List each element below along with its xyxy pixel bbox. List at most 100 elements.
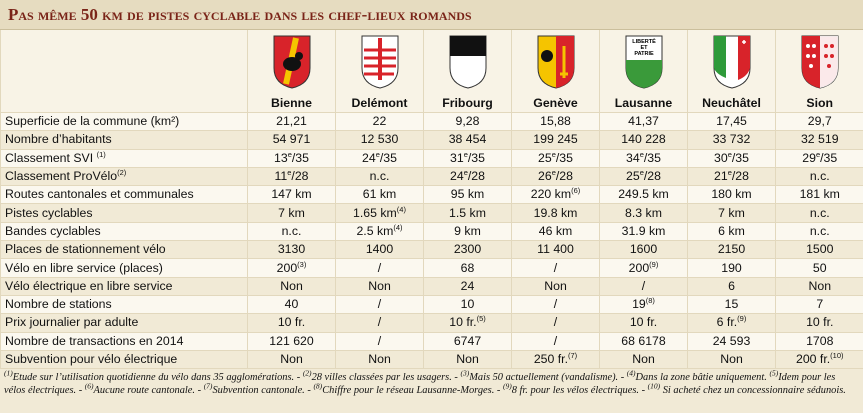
cell: 3130 xyxy=(247,240,336,260)
text: Vélo en libre service (places) xyxy=(5,260,163,275)
cell: 68 xyxy=(423,258,512,278)
text: 1.5 km xyxy=(449,205,486,220)
text: 68 xyxy=(460,260,475,275)
text: /28 xyxy=(467,169,485,184)
note-mark: (1) xyxy=(4,368,13,378)
cell: 68 6178 xyxy=(599,332,688,351)
row: Places de stationnement vélo 3130 1400 2300… xyxy=(0,240,863,260)
superscript: e xyxy=(287,149,292,159)
row: Nombre d’habitants 54 971 12 530 38 454 199 … xyxy=(0,130,863,150)
text: 1600 xyxy=(629,242,658,257)
row-label: Bandes cyclables xyxy=(0,222,248,242)
cell: 24e/35 xyxy=(335,149,424,168)
text: 25 xyxy=(626,169,640,184)
cell: 10 xyxy=(423,295,512,315)
text: 3130 xyxy=(277,242,306,257)
row: Prix journalier par adulte 10 fr./10 fr.(… xyxy=(0,313,863,333)
cell: 46 km xyxy=(511,222,600,242)
text: 29 xyxy=(802,150,816,165)
superscript: (6) xyxy=(571,186,581,196)
text: 6 fr. xyxy=(716,315,738,330)
superscript: e xyxy=(551,167,556,177)
text: 1400 xyxy=(365,242,394,257)
cell: 10 fr. xyxy=(775,313,863,333)
text: Non xyxy=(720,352,743,366)
crest xyxy=(423,30,512,95)
cell: 6 fr.(9) xyxy=(687,313,776,333)
text: 24 xyxy=(450,169,464,184)
text: Nombre d’habitants xyxy=(5,132,112,147)
text: 33 732 xyxy=(712,132,751,147)
cell: Non xyxy=(687,350,776,370)
superscript: (1) xyxy=(96,149,106,159)
cell: 200 fr.(10) xyxy=(775,350,863,370)
text: Places de stationnement vélo xyxy=(5,242,166,257)
column-header: Genève xyxy=(511,95,600,113)
superscript: e xyxy=(551,149,556,159)
cell: 19.8 km xyxy=(511,203,600,223)
cell: / xyxy=(511,332,600,351)
cell: 24e/28 xyxy=(423,167,512,187)
text: 31 xyxy=(450,150,464,165)
text: 10 fr. xyxy=(277,315,306,330)
cell: 6 xyxy=(687,277,776,296)
cell: 1.5 km xyxy=(423,203,512,223)
text: 7 km xyxy=(278,205,305,220)
text: n.c. xyxy=(809,205,830,220)
motto: LIBERTÉ xyxy=(632,37,656,45)
text: 10 fr. xyxy=(629,315,658,330)
cell: n.c. xyxy=(775,222,863,242)
text: 12 530 xyxy=(360,132,399,147)
text: 7 km xyxy=(718,205,745,220)
crest xyxy=(335,30,424,95)
text: 121 620 xyxy=(269,333,314,348)
text: Routes cantonales et communales xyxy=(5,187,194,202)
row-label: Classement ProVélo(2) xyxy=(0,167,248,187)
cell: 1500 xyxy=(775,240,863,260)
superscript: e xyxy=(639,167,644,177)
cell: 19(8) xyxy=(599,295,688,315)
cell: 249.5 km xyxy=(599,185,688,205)
superscript: e xyxy=(463,167,468,177)
blank xyxy=(0,95,248,113)
cell: 33 732 xyxy=(687,130,776,150)
cell: 15,88 xyxy=(511,112,600,132)
row-label: Nombre d’habitants xyxy=(0,130,248,150)
text: 2.5 km xyxy=(356,223,394,238)
note-mark: (9) xyxy=(502,381,512,391)
note-text: 28 villes classées par les usagers. - xyxy=(311,372,461,384)
superscript: e xyxy=(287,167,292,177)
superscript: (4) xyxy=(396,204,406,214)
table: LIBERTÉ ET PATRIE Bienne Delémont Fribourg Ge… xyxy=(0,30,863,370)
text: Non xyxy=(808,278,832,293)
text: 68 6178 xyxy=(621,333,666,348)
text: 181 km xyxy=(799,187,840,202)
cell: 11 400 xyxy=(511,240,600,260)
row-label: Nombre de stations xyxy=(0,295,248,315)
cell: 1600 xyxy=(599,240,688,260)
cell: Non xyxy=(775,277,863,296)
text: 6747 xyxy=(453,333,482,348)
text: 24 xyxy=(362,150,376,165)
cell: 21e/28 xyxy=(687,167,776,187)
cell: 7 km xyxy=(247,203,336,223)
row: Routes cantonales et communales 147 km 61 … xyxy=(0,185,863,205)
text: /28 xyxy=(643,169,661,184)
note-text: Aucune route cantonale. - xyxy=(93,385,204,397)
row: Classement SVI (1) 13e/35 24e/35 31e/35 25e/… xyxy=(0,149,863,168)
text: 8.3 km xyxy=(625,205,662,220)
row-label: Nombre de transactions en 2014 xyxy=(0,332,248,351)
note-text: Subvention cantonale. - xyxy=(212,385,314,397)
text: Non xyxy=(456,352,479,366)
cell: 10 fr. xyxy=(247,313,336,333)
superscript: (9) xyxy=(737,314,747,324)
text: n.c. xyxy=(369,169,390,184)
text: 6 xyxy=(728,278,735,293)
text: 41,37 xyxy=(628,114,659,129)
cell: / xyxy=(511,258,600,278)
cell: 2300 xyxy=(423,240,512,260)
text: /35 xyxy=(467,150,485,165)
cell: 6 km xyxy=(687,222,776,242)
text: Vélo électrique en libre service xyxy=(5,278,173,293)
cell: 220 km(6) xyxy=(511,185,600,205)
